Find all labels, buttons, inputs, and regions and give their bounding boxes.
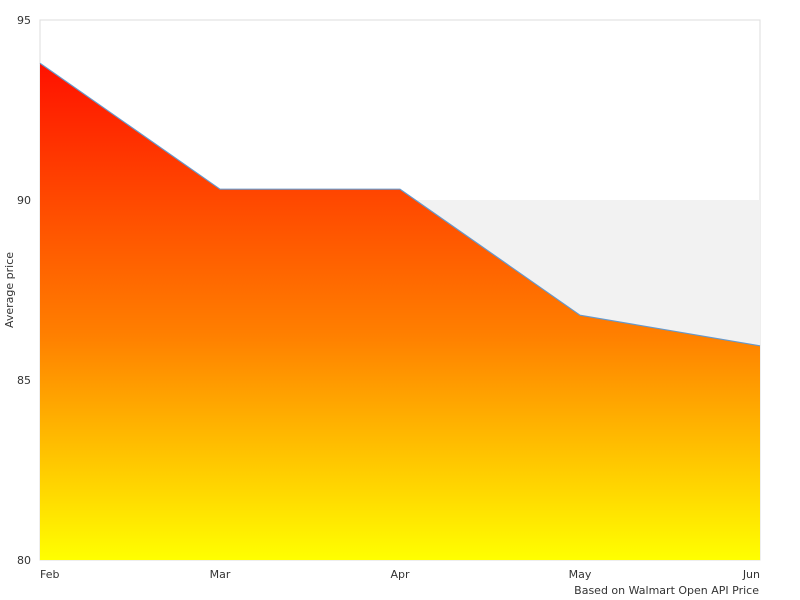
y-tick-label: 80 bbox=[17, 554, 31, 567]
x-tick-label: May bbox=[569, 568, 592, 581]
x-tick-label: Mar bbox=[210, 568, 231, 581]
y-tick-label: 90 bbox=[17, 194, 31, 207]
x-tick-label: Apr bbox=[390, 568, 410, 581]
x-tick-label: Feb bbox=[40, 568, 59, 581]
area-fill bbox=[40, 63, 760, 560]
series-line bbox=[39, 62, 761, 347]
source-note: Based on Walmart Open API Price bbox=[574, 584, 759, 597]
x-axis-ticks: Feb Mar Apr May Jun bbox=[40, 568, 760, 581]
y-axis-title: Average price bbox=[3, 252, 16, 328]
y-tick-label: 95 bbox=[17, 14, 31, 27]
y-tick-label: 85 bbox=[17, 374, 31, 387]
x-tick-label: Jun bbox=[742, 568, 760, 581]
y-axis-ticks: 95 90 85 80 bbox=[17, 14, 31, 567]
